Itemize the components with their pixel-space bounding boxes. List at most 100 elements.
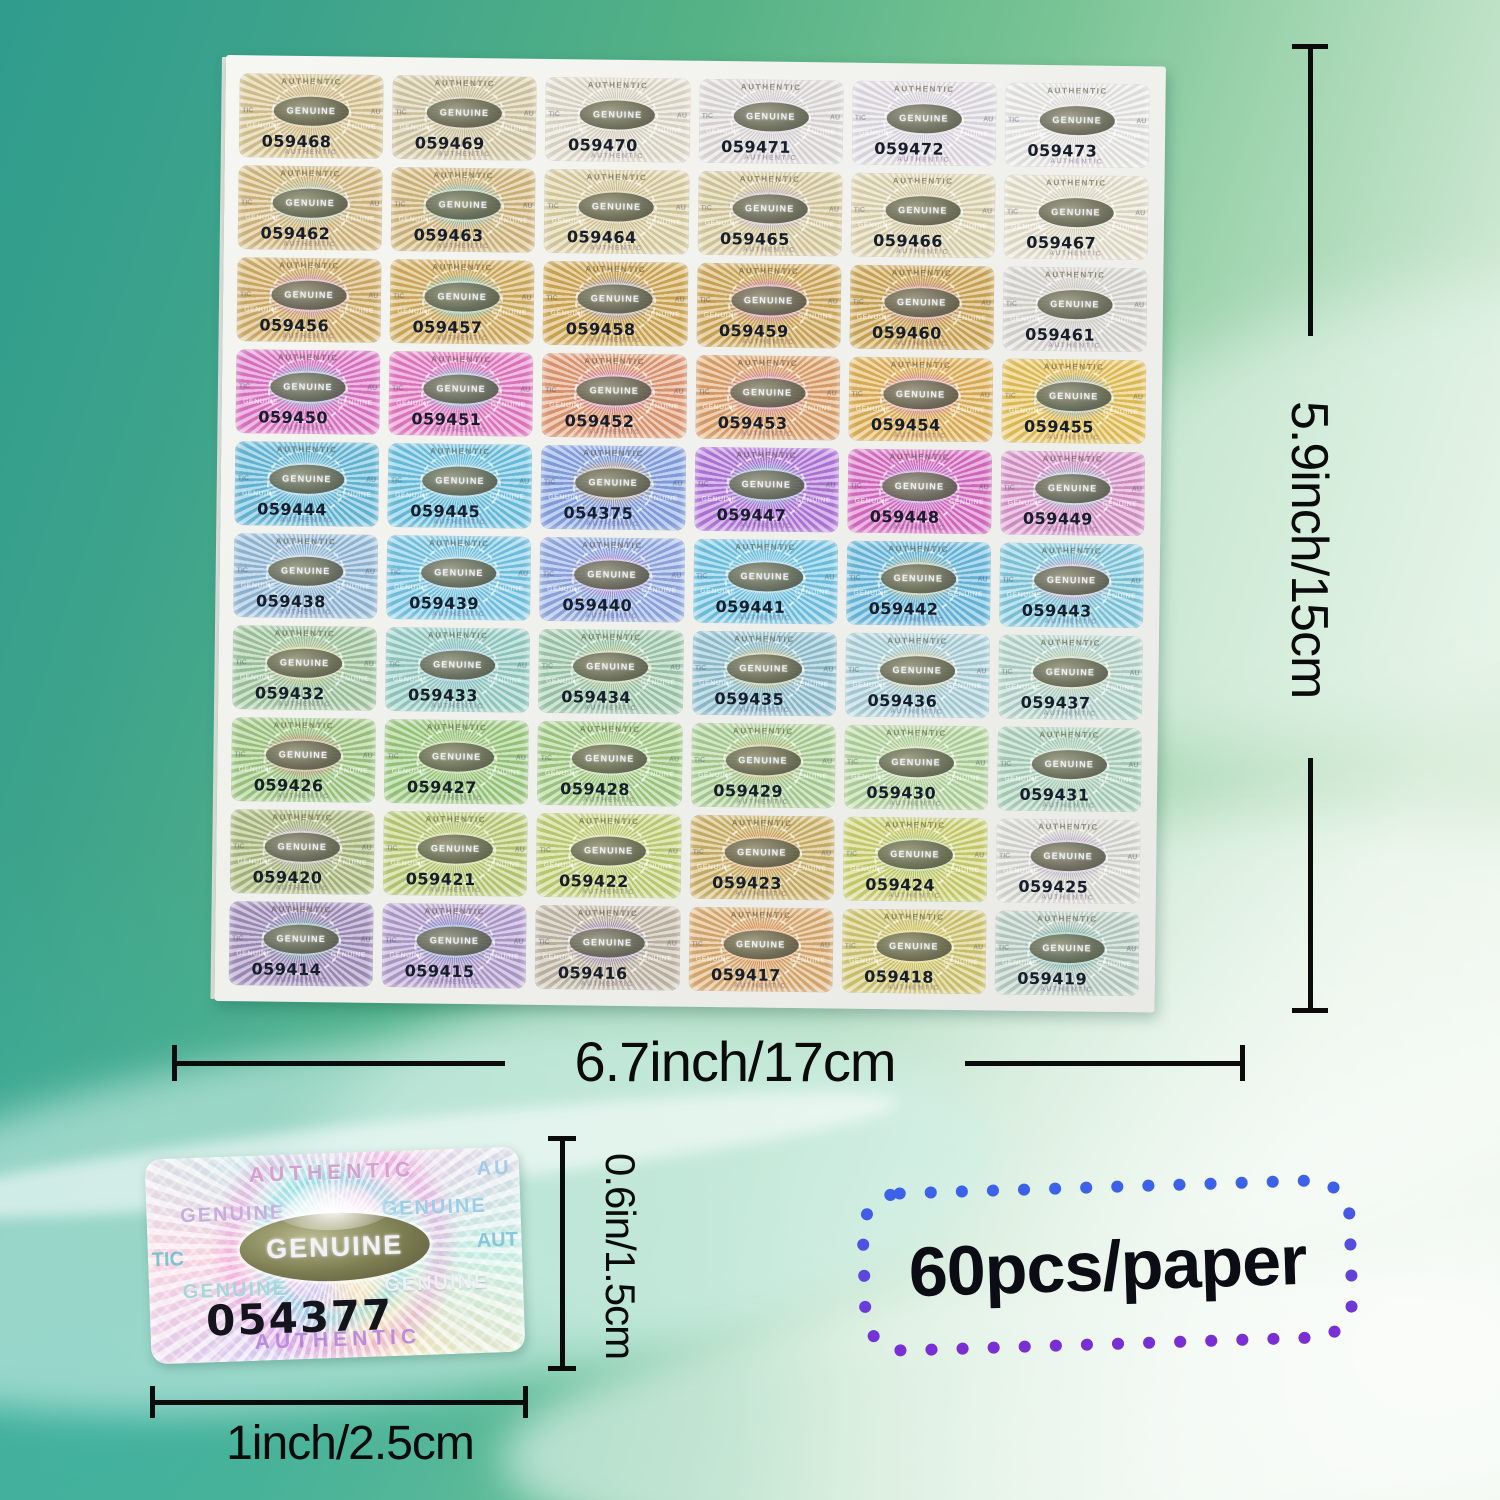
genuine-ghost-text: GENUINE <box>856 313 893 321</box>
genuine-seal-text: GENUINE <box>1045 667 1096 678</box>
authentic-text: AUTHENTIC <box>577 908 639 919</box>
genuine-seal-text: GENUINE <box>897 297 947 308</box>
authentic-fragment: AU <box>823 665 834 674</box>
genuine-seal-text: GENUINE <box>899 113 949 124</box>
genuine-seal: GENUINE <box>880 563 957 594</box>
genuine-ghost-text: GENUINE <box>488 584 524 593</box>
genuine-seal: GENUINE <box>885 195 961 226</box>
genuine-seal-text: GENUINE <box>429 935 480 947</box>
sheet-width-label: 6.7inch/17cm <box>574 1030 896 1093</box>
genuine-ghost-text: GENUINE <box>1005 683 1041 691</box>
authentic-fragment: AU <box>520 386 531 394</box>
genuine-seal-text: GENUINE <box>586 661 636 672</box>
authentic-fragment: AU <box>362 752 373 760</box>
genuine-ghost-text: GENUINE <box>644 310 681 319</box>
authentic-fragment: AU <box>515 754 526 762</box>
genuine-ghost-text: GENUINE <box>237 857 273 866</box>
genuine-ghost-text: GENUINE <box>383 1270 490 1297</box>
authentic-text: AUTHENTIC <box>892 524 946 533</box>
authentic-text: AUTHENTIC <box>424 906 486 917</box>
genuine-ghost-text: GENUINE <box>242 397 279 406</box>
authentic-text: AUTHENTIC <box>737 358 799 369</box>
genuine-seal-text: GENUINE <box>430 843 481 855</box>
genuine-ghost-text: GENUINE <box>543 861 580 870</box>
genuine-seal-text: GENUINE <box>283 381 333 393</box>
authentic-text: AUTHENTIC <box>432 262 494 273</box>
genuine-ghost-text: GENUINE <box>332 767 369 775</box>
authentic-fragment: AU <box>824 573 835 582</box>
authentic-fragment: TIC <box>232 934 244 942</box>
genuine-ghost-text: GENUINE <box>854 497 890 505</box>
genuine-ghost-text: GENUINE <box>851 773 887 781</box>
genuine-seal-text: GENUINE <box>433 659 483 671</box>
authentic-fragment: TIC <box>236 566 248 574</box>
genuine-ghost-text: GENUINE <box>701 495 737 503</box>
authentic-text: AUTHENTIC <box>425 814 487 825</box>
hologram-sticker: AUTHENTIC TIC AU GENUINE GENUINE GENUINE… <box>694 354 841 441</box>
authentic-fragment: TIC <box>241 198 253 206</box>
genuine-seal-text: GENUINE <box>286 105 337 117</box>
genuine-seal: GENUINE <box>877 839 953 870</box>
authentic-fragment: TIC <box>546 294 558 302</box>
genuine-ghost-text: GENUINE <box>390 859 426 868</box>
genuine-seal: GENUINE <box>728 469 805 500</box>
authentic-text: AUTHENTIC <box>887 636 948 647</box>
authentic-fragment: AU <box>1132 393 1144 401</box>
genuine-ghost-text: GENUINE <box>549 401 585 410</box>
authentic-text: AUTHENTIC <box>433 170 495 181</box>
authentic-text: AUTHENTIC <box>580 980 634 989</box>
genuine-seal-text: GENUINE <box>735 939 786 950</box>
authentic-fragment: TIC <box>390 476 403 484</box>
hologram-sticker: AUTHENTIC TIC AU GENUINE GENUINE GENUINE… <box>698 78 844 165</box>
genuine-seal-text: GENUINE <box>894 481 945 492</box>
authentic-fragment: TIC <box>701 112 713 120</box>
authentic-fragment: AU <box>673 388 684 396</box>
genuine-ghost-text: GENUINE <box>552 125 589 134</box>
authentic-text: AUTHENTIC <box>1042 802 1096 811</box>
genuine-ghost-text: GENUINE <box>800 128 836 137</box>
genuine-seal-text: GENUINE <box>583 845 634 856</box>
genuine-ghost-text: GENUINE <box>944 866 980 874</box>
authentic-text: AUTHENTIC <box>275 537 337 547</box>
authentic-fragment: TIC <box>543 478 556 486</box>
authentic-text: AUTHENTIC <box>587 428 641 437</box>
hologram-sticker: AUTHENTIC TIC AU GENUINE GENUINE GENUINE… <box>382 810 529 897</box>
genuine-seal: GENUINE <box>723 929 799 960</box>
authentic-fragment: TIC <box>698 388 710 396</box>
genuine-ghost-text: GENUINE <box>545 677 582 686</box>
authentic-text: AUTHENTIC <box>430 702 484 711</box>
authentic-text: AUTHENTIC <box>427 630 489 641</box>
genuine-seal-text: GENUINE <box>265 1229 404 1265</box>
authentic-fragment: TIC <box>542 570 555 578</box>
dimension-line <box>965 1061 1242 1066</box>
authentic-fragment: AU <box>667 848 678 856</box>
genuine-seal: GENUINE <box>421 558 497 588</box>
authentic-fragment: AU <box>1135 209 1146 217</box>
genuine-ghost-text: GENUINE <box>396 399 432 408</box>
authentic-fragment: TIC <box>848 666 860 674</box>
authentic-text: AUTHENTIC <box>889 800 943 809</box>
authentic-text: AUTHENTIC <box>583 704 638 713</box>
authentic-fragment: TIC <box>851 390 863 398</box>
genuine-ghost-text: GENUINE <box>491 308 528 317</box>
authentic-text: AUTHENTIC <box>426 722 488 733</box>
authentic-fragment: TIC <box>234 750 246 758</box>
authentic-text: AUTHENTIC <box>1042 454 1104 465</box>
authentic-fragment: TIC <box>388 660 400 668</box>
authentic-text: AUTHENTIC <box>739 174 801 185</box>
hologram-sticker: AUTHENTIC TIC AU GENUINE GENUINE GENUINE… <box>845 540 991 627</box>
authentic-fragment: TIC <box>845 850 858 858</box>
genuine-seal: GENUINE <box>1037 289 1113 320</box>
genuine-seal: GENUINE <box>876 931 952 962</box>
authentic-text: AUTHENTIC <box>436 242 490 251</box>
authentic-fragment: AU <box>367 384 378 392</box>
authentic-fragment: AU <box>977 575 988 583</box>
dotted-border <box>856 1174 1359 1357</box>
genuine-ghost-text: GENUINE <box>389 951 425 960</box>
authentic-text: AUTHENTIC <box>1037 914 1098 925</box>
hologram-sticker: AUTHENTIC TIC AU GENUINE GENUINE GENUINE… <box>844 632 990 719</box>
genuine-ghost-text: GENUINE <box>548 493 584 502</box>
authentic-fragment: AU <box>364 568 376 576</box>
genuine-seal: GENUINE <box>727 561 803 592</box>
